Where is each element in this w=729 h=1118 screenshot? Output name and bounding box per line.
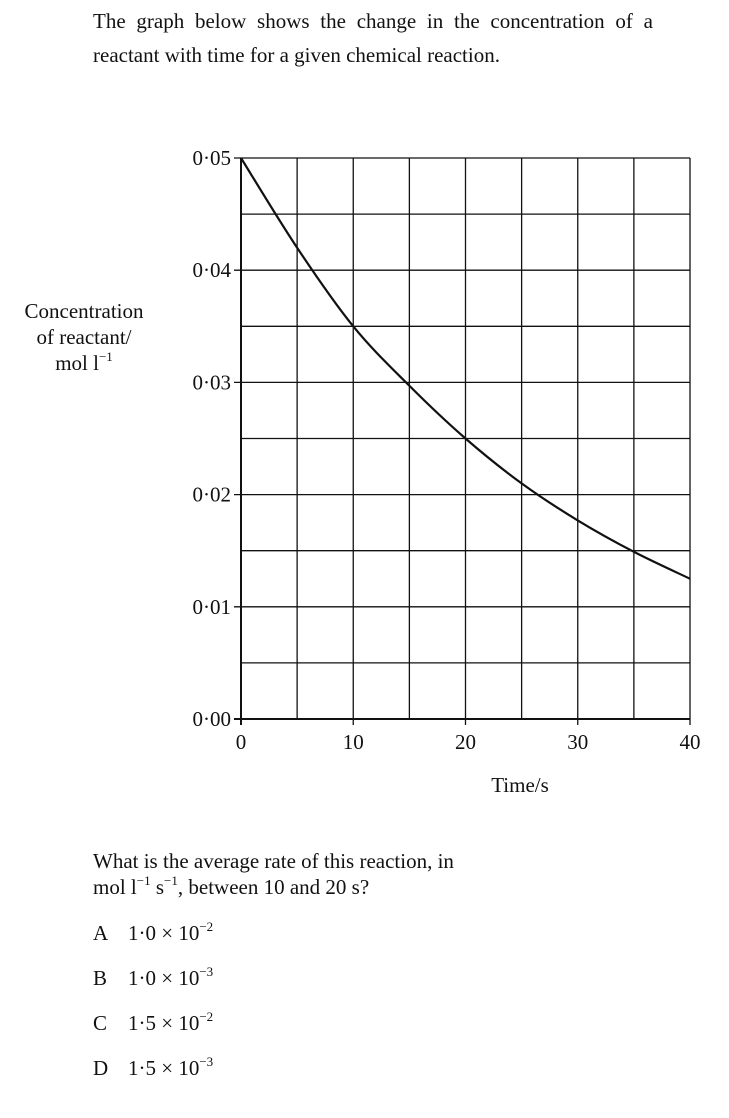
x-axis-label: Time/s [491,773,549,797]
x-tick-label: 0 [236,730,247,754]
x-tick-label: 10 [343,730,364,754]
y-tick-label: 0·03 [193,370,232,394]
question-line1: What is the average rate of this reactio… [93,849,454,873]
option-d[interactable]: D 1·5 × 10−3 [93,1054,214,1081]
option-c[interactable]: C 1·5 × 10−2 [93,1009,214,1036]
unit-a: mol l [93,875,137,899]
question-rest: , between 10 and 20 s? [177,875,370,899]
unit-sup: −1 [98,349,113,364]
option-letter: B [93,966,108,990]
y-ticks: 0·00 0·01 0·02 0·03 0·04 0·05 [193,146,232,731]
x-ticks: 0 10 20 30 40 [236,730,701,754]
option-value: 1·5 × 10 [128,1056,200,1080]
sup-a: −1 [136,873,151,888]
option-letter: D [93,1056,109,1080]
y-axis-label-line1: Concentration [24,299,144,323]
y-axis-label-line2: of reactant/ [36,325,132,349]
y-tick-label: 0·02 [193,483,232,507]
question-text: What is the average rate of this reactio… [93,848,638,900]
y-tick-label: 0·05 [193,146,232,170]
sup-b: −1 [164,873,178,888]
option-b[interactable]: B 1·0 × 10−3 [93,964,214,991]
x-tick-label: 40 [680,730,701,754]
unit-b: s [150,875,165,899]
chart: 0·00 0·01 0·02 0·03 0·04 0·05 0 10 20 30 40 Time/… [193,146,701,797]
x-tick-label: 30 [567,730,588,754]
x-tick-label: 20 [455,730,476,754]
concentration-curve [240,157,691,580]
option-exp: −2 [199,919,214,934]
y-tick-label: 0·01 [193,595,232,619]
intro-text: The graph below shows the change in the … [93,9,653,67]
option-exp: −3 [199,964,214,979]
grid [234,157,691,725]
y-axis-label: Concentration of reactant/ mol l−1 [0,298,168,376]
y-tick-label: 0·04 [193,258,232,282]
option-exp: −2 [199,1009,214,1024]
y-tick-label: 0·00 [193,707,232,731]
y-axis-label-unit: mol l−1 [0,350,168,376]
option-value: 1·0 × 10 [128,921,200,945]
question-line2: mol l−1 s−1, between 10 and 20 s? [93,874,638,900]
option-letter: C [93,1011,108,1035]
option-letter: A [93,921,109,945]
option-a[interactable]: A 1·0 × 10−2 [93,919,214,946]
option-value: 1·5 × 10 [128,1011,200,1035]
unit-text: mol l [55,351,99,375]
option-value: 1·0 × 10 [128,966,200,990]
option-exp: −3 [199,1054,214,1069]
